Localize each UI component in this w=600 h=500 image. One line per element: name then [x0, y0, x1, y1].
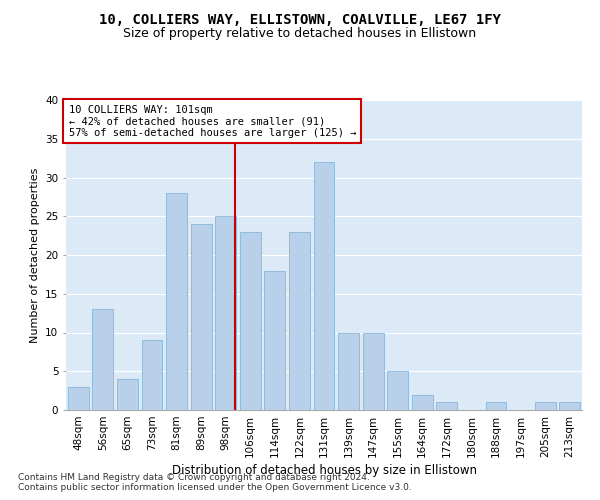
- Bar: [92, 309, 113, 410]
- Bar: [314, 162, 334, 410]
- Bar: [68, 387, 89, 410]
- Bar: [436, 402, 457, 410]
- Bar: [240, 232, 261, 410]
- Bar: [166, 193, 187, 410]
- Bar: [117, 379, 138, 410]
- Text: 10, COLLIERS WAY, ELLISTOWN, COALVILLE, LE67 1FY: 10, COLLIERS WAY, ELLISTOWN, COALVILLE, …: [99, 12, 501, 26]
- Bar: [535, 402, 556, 410]
- Bar: [412, 394, 433, 410]
- Text: Contains HM Land Registry data © Crown copyright and database right 2024.: Contains HM Land Registry data © Crown c…: [18, 472, 370, 482]
- Bar: [338, 332, 359, 410]
- Text: Size of property relative to detached houses in Ellistown: Size of property relative to detached ho…: [124, 28, 476, 40]
- Bar: [559, 402, 580, 410]
- Bar: [289, 232, 310, 410]
- Bar: [215, 216, 236, 410]
- Bar: [387, 371, 408, 410]
- Text: Contains public sector information licensed under the Open Government Licence v3: Contains public sector information licen…: [18, 482, 412, 492]
- Text: 10 COLLIERS WAY: 101sqm
← 42% of detached houses are smaller (91)
57% of semi-de: 10 COLLIERS WAY: 101sqm ← 42% of detache…: [68, 104, 356, 138]
- Y-axis label: Number of detached properties: Number of detached properties: [29, 168, 40, 342]
- Bar: [265, 270, 286, 410]
- Bar: [142, 340, 163, 410]
- Bar: [191, 224, 212, 410]
- Bar: [485, 402, 506, 410]
- X-axis label: Distribution of detached houses by size in Ellistown: Distribution of detached houses by size …: [172, 464, 476, 477]
- Bar: [362, 332, 383, 410]
